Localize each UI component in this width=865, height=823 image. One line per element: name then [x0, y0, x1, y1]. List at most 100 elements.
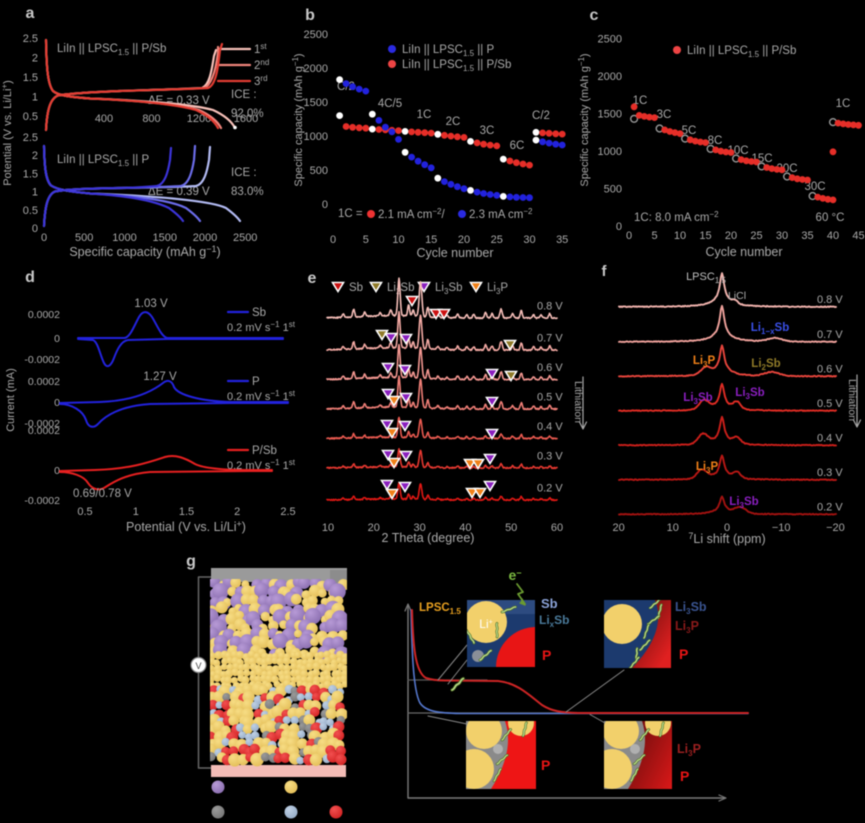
svg-text:LiIn || LPSC1.5 || P/Sb: LiIn || LPSC1.5 || P/Sb [57, 43, 166, 57]
svg-text:0.0002: 0.0002 [28, 425, 60, 437]
svg-text:10: 10 [322, 522, 334, 534]
svg-text:5C: 5C [682, 125, 697, 137]
svg-text:C/2: C/2 [337, 81, 355, 93]
svg-text:0: 0 [724, 522, 730, 534]
svg-text:Cycle number: Cycle number [416, 246, 493, 260]
svg-text:Li3P: Li3P [675, 619, 699, 635]
svg-text:-0.0002: -0.0002 [24, 354, 60, 366]
svg-text:15: 15 [425, 234, 437, 246]
svg-text:b: b [305, 7, 315, 24]
svg-text:LiIn || LPSC1.5 || P/Sb: LiIn || LPSC1.5 || P/Sb [402, 59, 511, 73]
svg-text:500: 500 [310, 165, 328, 177]
svg-text:0.8 V: 0.8 V [817, 294, 843, 306]
svg-text:−20: −20 [826, 522, 845, 534]
svg-text:LixSb: LixSb [539, 613, 569, 629]
svg-text:30C: 30C [804, 181, 825, 193]
svg-text:35: 35 [556, 234, 568, 246]
svg-text:5: 5 [651, 230, 657, 242]
svg-text:ICE :: ICE : [231, 167, 257, 179]
svg-text:2000: 2000 [193, 232, 217, 244]
svg-text:0.8 V: 0.8 V [537, 301, 563, 313]
svg-text:2.5: 2.5 [23, 132, 38, 144]
svg-text:1500: 1500 [304, 97, 328, 109]
svg-text:1.27 V: 1.27 V [143, 371, 177, 383]
svg-text:0.7 V: 0.7 V [817, 329, 843, 341]
svg-text:Li3Sb: Li3Sb [683, 392, 712, 406]
svg-text:Li3P: Li3P [487, 282, 508, 296]
svg-text:7Li shift (ppm): 7Li shift (ppm) [688, 531, 765, 546]
svg-text:Specific capacity (mAh g−1): Specific capacity (mAh g−1) [291, 53, 305, 186]
svg-text:800: 800 [142, 113, 160, 125]
svg-text:Lithiation: Lithiation [572, 381, 584, 423]
svg-text:1500: 1500 [153, 232, 177, 244]
svg-text:0.5 V: 0.5 V [537, 392, 563, 404]
svg-text:40: 40 [827, 230, 839, 242]
svg-text:−10: −10 [772, 522, 791, 534]
svg-text:2: 2 [234, 506, 240, 518]
svg-text:P: P [680, 768, 689, 784]
svg-text:Li3P: Li3P [696, 461, 719, 475]
svg-text:Li3Sb: Li3Sb [729, 496, 758, 510]
svg-text:1C: 1C [836, 98, 851, 110]
svg-text:0: 0 [322, 199, 328, 211]
svg-text:V: V [195, 661, 201, 671]
svg-text:15: 15 [699, 230, 711, 242]
svg-text:P: P [542, 647, 551, 663]
svg-text:0.2 mV s−1 1st: 0.2 mV s−1 1st [227, 458, 296, 472]
svg-text:2000: 2000 [304, 63, 328, 75]
svg-text:6C: 6C [510, 140, 525, 152]
svg-text:0: 0 [54, 465, 60, 477]
svg-text:1.03 V: 1.03 V [134, 298, 168, 310]
svg-text:ICE :: ICE : [231, 89, 257, 101]
svg-text:45: 45 [852, 230, 864, 242]
svg-text:40: 40 [459, 522, 471, 534]
svg-text:Sb: Sb [252, 307, 266, 319]
svg-text:0.5: 0.5 [77, 506, 92, 518]
svg-text:0.5: 0.5 [23, 111, 38, 123]
svg-text:2500: 2500 [598, 34, 622, 46]
svg-text:0.6 V: 0.6 V [537, 362, 563, 374]
svg-text:P: P [541, 757, 550, 773]
svg-text:0: 0 [330, 234, 336, 246]
svg-text:Current (mA): Current (mA) [5, 368, 17, 432]
svg-text:P: P [252, 376, 260, 388]
svg-text:0: 0 [54, 397, 60, 409]
svg-text:3C: 3C [657, 109, 672, 121]
svg-text:10: 10 [674, 230, 686, 242]
svg-text:Cycle number: Cycle number [705, 245, 782, 259]
svg-text:0.6 V: 0.6 V [817, 364, 843, 376]
svg-text:2500: 2500 [304, 29, 328, 41]
svg-text:0.0002: 0.0002 [28, 376, 60, 388]
svg-text:10: 10 [667, 522, 679, 534]
svg-text:0.2 V: 0.2 V [817, 502, 843, 514]
svg-text:Sb: Sb [541, 596, 558, 611]
svg-text:P: P [679, 646, 688, 662]
svg-text:P/Sb: P/Sb [252, 445, 277, 457]
svg-text:5: 5 [363, 234, 369, 246]
svg-text:Sb: Sb [349, 282, 363, 294]
svg-text:a: a [26, 5, 35, 22]
svg-text:20: 20 [612, 522, 624, 534]
svg-text:30: 30 [523, 234, 535, 246]
svg-text:25: 25 [750, 230, 762, 242]
svg-text:2.1 mA cm−2/: 2.1 mA cm−2/ [378, 207, 445, 221]
svg-text:0.4 V: 0.4 V [537, 421, 563, 433]
svg-text:d: d [25, 269, 35, 286]
svg-text:0: 0 [54, 333, 60, 345]
svg-text:Li1−xSb: Li1−xSb [751, 322, 790, 336]
svg-text:e: e [308, 270, 317, 287]
svg-text:50: 50 [505, 522, 517, 534]
svg-text:1C: 1C [417, 109, 432, 121]
svg-text:20: 20 [458, 234, 470, 246]
svg-text:Potential (V vs. Li/Li+): Potential (V vs. Li/Li+) [126, 519, 246, 534]
svg-text:2: 2 [32, 53, 38, 65]
svg-text:Li3Sb: Li3Sb [735, 387, 764, 401]
svg-text:1000: 1000 [598, 146, 622, 158]
svg-text:0.69/0.78 V: 0.69/0.78 V [73, 488, 132, 500]
svg-text:0.5: 0.5 [23, 205, 38, 217]
svg-text:2: 2 [32, 150, 38, 162]
svg-text:1C =: 1C = [338, 208, 363, 220]
svg-text:0.2 mV s−1 1st: 0.2 mV s−1 1st [227, 320, 296, 334]
svg-text:Li3Sb: Li3Sb [435, 282, 462, 296]
svg-text:0: 0 [626, 230, 632, 242]
